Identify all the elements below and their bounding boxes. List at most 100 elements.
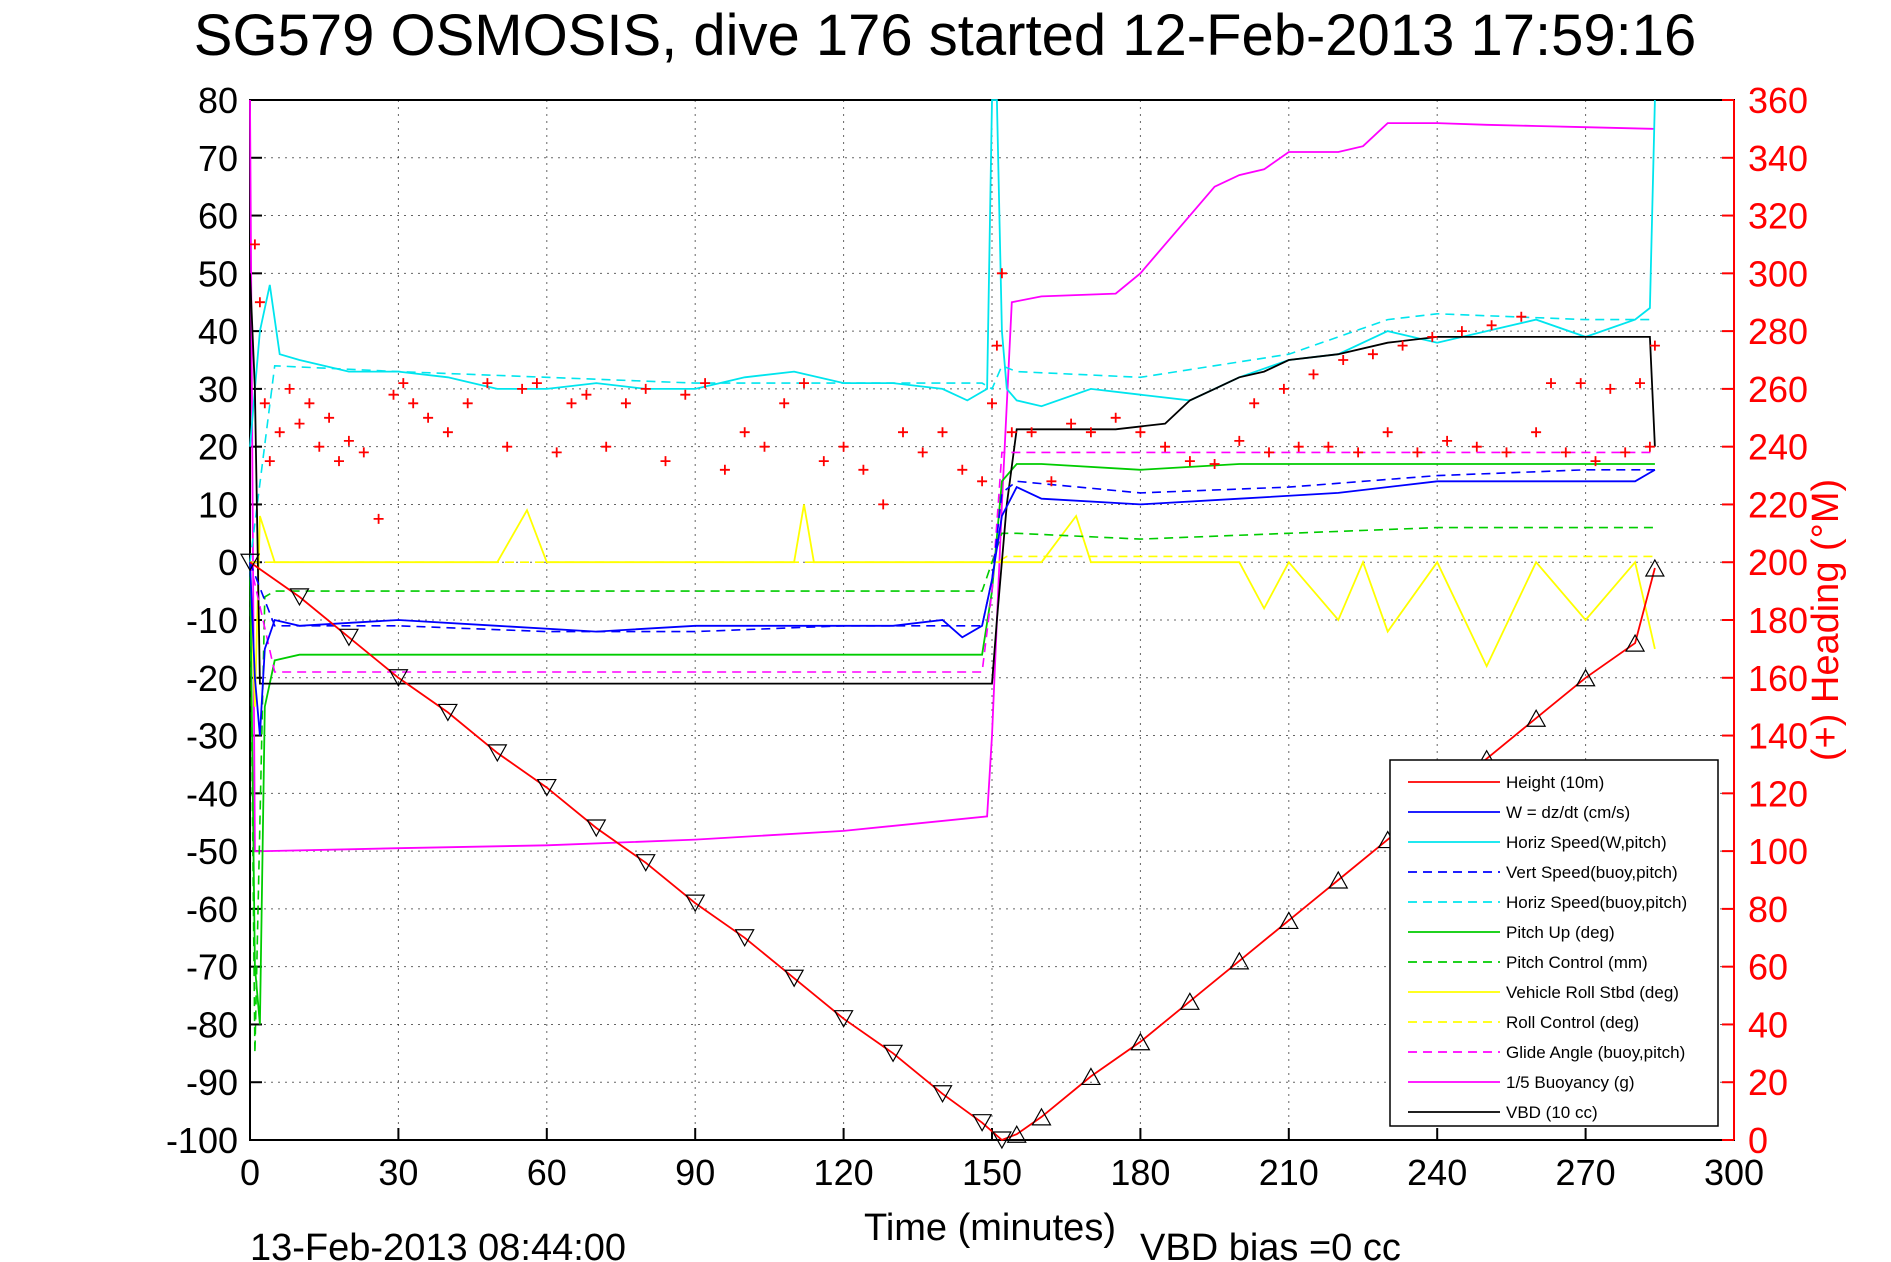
height-marker xyxy=(1130,1032,1151,1051)
height-marker xyxy=(635,854,656,872)
heading-point xyxy=(640,383,651,394)
y-axis-ticks: 80 70 60 50 40 30 20 10 0 -10 -20 -30 -40 -50 -60 -70 -8… xyxy=(166,80,262,1161)
height-marker xyxy=(437,703,458,722)
height-marker xyxy=(1625,633,1646,652)
y-tick-label: 0 xyxy=(218,542,238,583)
legend-entry: Horiz Speed(W,pitch) xyxy=(1506,833,1667,852)
heading-point xyxy=(1546,378,1556,389)
height-marker xyxy=(1644,558,1665,577)
height-marker xyxy=(972,1114,993,1132)
heading-point xyxy=(838,441,849,452)
x-tick-label: 0 xyxy=(240,1152,260,1193)
right-y-axis-ticks: 3603403203002802602402202001801601401201… xyxy=(1722,80,1808,1161)
heading-point xyxy=(1531,427,1542,438)
y-tick-label: 10 xyxy=(198,484,238,525)
legend-entry: Vert Speed(buoy,pitch) xyxy=(1506,863,1678,882)
heading-point xyxy=(1501,447,1512,458)
height-marker xyxy=(388,669,409,688)
x-tick-label: 300 xyxy=(1704,1152,1764,1193)
heading-point xyxy=(739,427,750,438)
heading-point xyxy=(1085,427,1096,438)
heading-point xyxy=(779,398,790,409)
legend-entry: VBD (10 cc) xyxy=(1506,1103,1598,1122)
heading-point xyxy=(620,398,631,409)
heading-point xyxy=(937,427,948,438)
y-tick-label: -10 xyxy=(186,600,238,641)
heading-point xyxy=(254,297,265,308)
series-line-6 xyxy=(249,526,1655,1054)
y-tick-label: -50 xyxy=(186,831,238,872)
heading-point xyxy=(1635,378,1645,389)
heading-point xyxy=(249,239,260,250)
heading-point xyxy=(1442,435,1453,446)
height-marker xyxy=(586,819,607,838)
heading-point xyxy=(264,456,275,467)
x-tick-label: 210 xyxy=(1259,1152,1319,1193)
chart-legend: Height (10m) W = dz/dt (cm/s) Horiz Speed(… xyxy=(1389,759,1719,1127)
y-tick-label: 40 xyxy=(198,311,238,352)
legend-entry: Pitch Up (deg) xyxy=(1506,923,1615,942)
y-tick-label: -70 xyxy=(186,947,238,988)
x-tick-label: 150 xyxy=(962,1152,1022,1193)
y-tick-label: 80 xyxy=(198,80,238,121)
legend-entry: Glide Angle (buoy,pitch) xyxy=(1506,1043,1685,1062)
heading-point xyxy=(1006,427,1017,438)
heading-point xyxy=(294,418,305,429)
data-series-group xyxy=(249,99,1656,1142)
height-marker xyxy=(784,969,805,988)
series-line-7 xyxy=(249,504,1656,707)
heading-point xyxy=(1605,383,1616,394)
y-tick-label: 20 xyxy=(198,427,238,468)
heading-point xyxy=(1397,340,1408,351)
height-marker xyxy=(1006,1124,1027,1143)
y-tick-label: 60 xyxy=(198,196,238,237)
heading-point xyxy=(700,378,711,389)
y-tick-label: -40 xyxy=(186,773,238,814)
y-tick-label: 50 xyxy=(198,253,238,294)
heading-point xyxy=(581,389,592,400)
series-line-8 xyxy=(250,555,1655,564)
heading-point xyxy=(1575,378,1586,389)
heading-point xyxy=(373,513,384,524)
legend-entry: W = dz/dt (cm/s) xyxy=(1506,803,1630,822)
legend-entry: Horiz Speed(buoy,pitch) xyxy=(1506,893,1687,912)
heading-point xyxy=(304,398,315,409)
height-marker xyxy=(1080,1067,1101,1086)
heading-point xyxy=(1308,369,1319,380)
heading-point xyxy=(759,441,770,452)
heading-point xyxy=(358,447,369,458)
heading-point xyxy=(977,476,988,487)
heading-point xyxy=(398,378,409,389)
right-y-tick-label: 20 xyxy=(1748,1062,1788,1103)
heading-point xyxy=(1135,427,1146,438)
y-tick-label: -100 xyxy=(166,1120,238,1161)
height-marker xyxy=(883,1044,904,1063)
height-marker xyxy=(1179,992,1200,1010)
heading-point xyxy=(1293,441,1304,452)
y-tick-label: -30 xyxy=(186,716,238,757)
x-tick-label: 240 xyxy=(1407,1152,1467,1193)
heading-point xyxy=(987,398,997,409)
footer-date: 13-Feb-2013 08:44:00 xyxy=(250,1227,626,1262)
y-tick-label: -80 xyxy=(186,1004,238,1045)
heading-point xyxy=(259,398,270,409)
height-marker xyxy=(1328,870,1349,889)
heading-point xyxy=(1338,355,1349,365)
legend-entry: Vehicle Roll Stbd (deg) xyxy=(1506,983,1679,1002)
height-marker xyxy=(932,1085,953,1104)
series-line-3 xyxy=(249,468,1655,633)
right-y-tick-label: 280 xyxy=(1748,311,1808,352)
height-marker xyxy=(338,628,359,647)
right-y-tick-label: 180 xyxy=(1748,600,1808,641)
y-tick-label: 70 xyxy=(198,138,238,179)
y-tick-label: -20 xyxy=(186,658,238,699)
x-tick-label: 30 xyxy=(378,1152,418,1193)
heading-point xyxy=(1590,456,1601,467)
right-y-tick-label: 240 xyxy=(1748,427,1808,468)
heading-point xyxy=(680,389,691,400)
height-marker xyxy=(1031,1107,1052,1126)
series-line-2 xyxy=(249,99,1656,447)
right-y-tick-label: 200 xyxy=(1748,542,1808,583)
height-marker xyxy=(685,894,706,913)
